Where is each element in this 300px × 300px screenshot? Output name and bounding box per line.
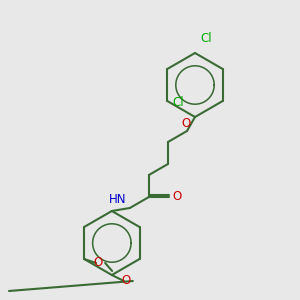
Text: O: O — [172, 190, 182, 203]
Text: Cl: Cl — [172, 97, 184, 110]
Text: O: O — [182, 117, 190, 130]
Text: O: O — [94, 256, 103, 268]
Text: O: O — [121, 274, 130, 286]
Text: Cl: Cl — [200, 32, 212, 45]
Text: HN: HN — [109, 193, 127, 206]
